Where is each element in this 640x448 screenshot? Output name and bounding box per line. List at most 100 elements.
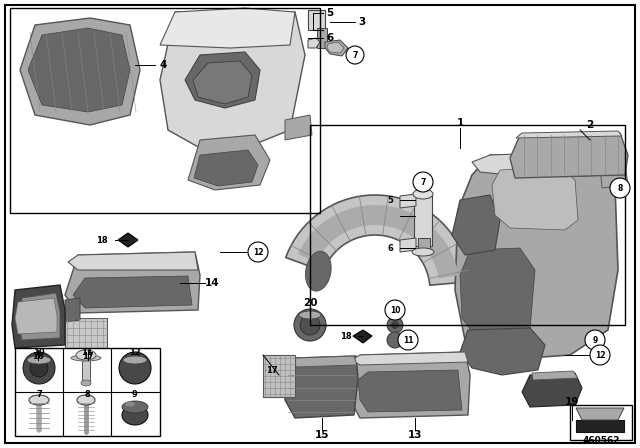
Bar [414,194,432,246]
Polygon shape [285,115,312,140]
Polygon shape [65,298,80,322]
Text: 12: 12 [253,247,263,257]
Text: 17: 17 [266,366,278,375]
Text: 5: 5 [387,195,393,204]
Circle shape [119,352,151,384]
Polygon shape [193,61,252,104]
Bar [65,318,107,353]
Text: 11: 11 [403,336,413,345]
Polygon shape [510,133,628,178]
Ellipse shape [27,356,51,364]
Circle shape [30,359,48,377]
Circle shape [387,317,403,333]
Polygon shape [118,233,138,247]
Bar [15,348,160,436]
Ellipse shape [71,355,101,361]
Polygon shape [452,195,500,255]
Circle shape [300,315,320,335]
Polygon shape [358,370,462,412]
Ellipse shape [123,356,147,364]
Text: 4: 4 [159,60,166,70]
Circle shape [413,172,433,192]
Ellipse shape [122,401,148,413]
Circle shape [610,178,630,198]
Text: 10: 10 [33,348,45,357]
Circle shape [248,242,268,262]
Text: 8: 8 [84,389,90,399]
Polygon shape [73,276,192,308]
Bar [82,355,90,383]
Circle shape [346,46,364,64]
Bar [570,405,632,440]
Polygon shape [472,152,605,178]
Polygon shape [353,330,372,343]
Text: 19: 19 [565,397,579,407]
Polygon shape [285,195,470,285]
Text: 18: 18 [340,332,352,340]
Circle shape [385,300,405,320]
Text: 11: 11 [81,348,93,357]
Polygon shape [400,194,416,208]
Text: 2: 2 [586,120,594,130]
Polygon shape [160,12,305,150]
Bar [310,125,625,325]
Ellipse shape [29,395,49,405]
Polygon shape [188,135,270,190]
Circle shape [585,330,605,350]
Bar [263,355,295,397]
Ellipse shape [81,380,91,386]
Text: 10: 10 [390,306,400,314]
Polygon shape [20,18,140,125]
Ellipse shape [125,401,135,406]
Bar [10,8,320,213]
Polygon shape [65,252,200,313]
Text: 9: 9 [132,389,138,399]
Text: 20: 20 [303,298,317,308]
Polygon shape [18,293,60,340]
Bar [418,238,430,252]
Polygon shape [400,238,416,252]
Text: 14: 14 [205,278,220,288]
Text: 7: 7 [36,389,42,399]
Polygon shape [516,131,622,138]
Text: 1: 1 [456,118,463,128]
Polygon shape [298,205,459,279]
Polygon shape [492,167,578,230]
Circle shape [387,332,403,348]
Polygon shape [600,163,628,188]
Polygon shape [288,356,357,367]
Text: 12: 12 [595,350,605,359]
Ellipse shape [413,189,433,199]
Polygon shape [460,328,545,375]
Ellipse shape [122,405,148,425]
Ellipse shape [77,395,95,405]
Polygon shape [327,42,344,53]
Polygon shape [28,28,130,112]
Bar [317,28,327,48]
Polygon shape [460,248,535,348]
Polygon shape [12,285,65,348]
Polygon shape [308,10,325,30]
Polygon shape [350,352,470,418]
Bar [576,420,624,432]
Text: 460562: 460562 [582,435,620,444]
Text: 12: 12 [129,348,141,357]
Polygon shape [15,298,57,334]
Polygon shape [352,352,468,365]
Polygon shape [285,356,358,418]
Ellipse shape [299,311,321,319]
Text: 6: 6 [326,33,333,43]
Circle shape [590,345,610,365]
Text: 5: 5 [326,8,333,18]
Polygon shape [325,40,348,56]
Text: 9: 9 [593,336,598,345]
Ellipse shape [412,248,434,256]
Polygon shape [455,155,618,360]
Polygon shape [194,150,258,186]
Polygon shape [522,373,582,407]
Polygon shape [532,371,578,380]
Text: 8: 8 [618,184,623,193]
Polygon shape [576,408,624,420]
Text: 17: 17 [82,352,94,361]
Polygon shape [68,252,198,270]
